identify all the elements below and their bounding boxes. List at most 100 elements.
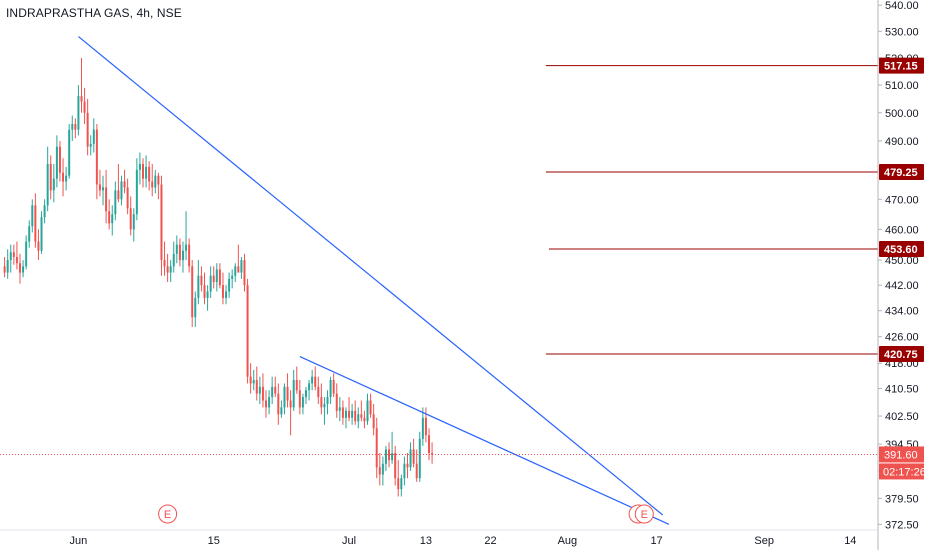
- candle-body: [151, 181, 154, 188]
- candle-body: [406, 463, 409, 468]
- y-tick-label: 490.00: [885, 136, 919, 148]
- candle-body: [369, 400, 372, 415]
- candle-body: [200, 275, 203, 286]
- candle-body: [92, 129, 95, 144]
- candle-body: [221, 285, 224, 298]
- y-tick-label: 530.00: [885, 26, 919, 38]
- candle-body: [15, 256, 18, 264]
- price-level-tag: [879, 164, 924, 181]
- y-tick-label: 500.00: [885, 108, 919, 120]
- candle-body: [412, 449, 415, 464]
- candle-body: [360, 414, 363, 418]
- y-tick-label: 402.50: [885, 411, 919, 423]
- bar-countdown-tag: [879, 463, 924, 480]
- candle-body: [114, 190, 117, 215]
- candle-body: [289, 400, 292, 408]
- candle-body: [218, 269, 221, 286]
- candle-body: [212, 275, 215, 283]
- candle-body: [28, 226, 31, 242]
- price-level-label: 453.60: [884, 244, 918, 256]
- earnings-marker-label: E: [641, 509, 648, 521]
- x-tick-label: 14: [844, 535, 856, 547]
- candle-body: [317, 386, 320, 398]
- x-tick-label: Sep: [754, 535, 774, 547]
- price-level-label: 420.75: [884, 349, 918, 361]
- candle-body: [43, 205, 46, 218]
- candle-body: [142, 164, 145, 179]
- candle-body: [49, 164, 52, 191]
- candle-body: [65, 175, 68, 182]
- candle-body: [424, 417, 427, 436]
- candle-body: [194, 297, 197, 318]
- y-tick-label: 379.50: [885, 493, 919, 505]
- candle-body: [323, 403, 326, 408]
- candle-body: [388, 449, 391, 461]
- candle-body: [348, 410, 351, 418]
- candle-body: [384, 449, 387, 464]
- candle-body: [58, 146, 61, 173]
- candle-body: [231, 275, 234, 279]
- candle-body: [123, 181, 126, 188]
- candle-body: [40, 217, 43, 251]
- price-level-label: 479.25: [884, 167, 918, 179]
- candle-body: [403, 463, 406, 479]
- candle-body: [344, 410, 347, 418]
- candle-body: [409, 449, 412, 468]
- candle-body: [326, 397, 329, 404]
- candle-body: [400, 478, 403, 490]
- candle-body: [102, 187, 105, 191]
- candle-body: [258, 386, 261, 394]
- candle-body: [95, 129, 98, 185]
- candle-body: [304, 390, 307, 398]
- candle-body: [126, 187, 129, 209]
- candle-body: [12, 252, 15, 257]
- candle-body: [394, 453, 397, 479]
- earnings-marker[interactable]: [158, 504, 178, 524]
- candle-body: [381, 463, 384, 475]
- candle-body: [105, 187, 108, 212]
- candle-body: [145, 166, 148, 179]
- candle-body: [108, 211, 111, 224]
- candle-body: [68, 129, 71, 176]
- trendline[interactable]: [299, 356, 670, 525]
- candle-body: [311, 376, 314, 384]
- candle-body: [120, 181, 123, 200]
- candle-body: [357, 414, 360, 422]
- candle-body: [354, 410, 357, 422]
- bar-countdown-label: 02:17:26: [883, 466, 926, 478]
- candle-body: [181, 250, 184, 261]
- chart-title: INDRAPRASTHA GAS, 4h, NSE: [6, 6, 182, 20]
- price-level-tag: [879, 346, 924, 363]
- x-tick-label: Jul: [342, 535, 356, 547]
- candle-body: [237, 266, 240, 273]
- earnings-marker[interactable]: [634, 504, 654, 524]
- candle-body: [117, 190, 120, 200]
- candle-body: [3, 266, 6, 273]
- candle-body: [71, 124, 74, 130]
- candle-body: [351, 410, 354, 418]
- candle-body: [46, 164, 49, 206]
- candle-body: [55, 146, 58, 179]
- trendline[interactable]: [78, 36, 664, 516]
- candle-body: [271, 386, 274, 398]
- candle-body: [157, 175, 160, 185]
- y-tick-label: 470.00: [885, 194, 919, 206]
- candle-body: [9, 252, 12, 261]
- candle-body: [225, 291, 228, 298]
- candle-body: [203, 285, 206, 298]
- candle-body: [301, 397, 304, 408]
- candle-body: [418, 438, 421, 479]
- price-level-tag: [879, 240, 924, 257]
- candle-body: [265, 400, 268, 408]
- candle-body: [169, 266, 172, 273]
- candle-body: [175, 244, 178, 254]
- candle-body: [98, 184, 101, 191]
- candle-body: [191, 266, 194, 318]
- candle-body: [215, 269, 218, 283]
- candle-body: [341, 407, 344, 418]
- candle-body: [206, 291, 209, 298]
- x-tick-label: Jun: [70, 535, 88, 547]
- candle-body: [283, 386, 286, 408]
